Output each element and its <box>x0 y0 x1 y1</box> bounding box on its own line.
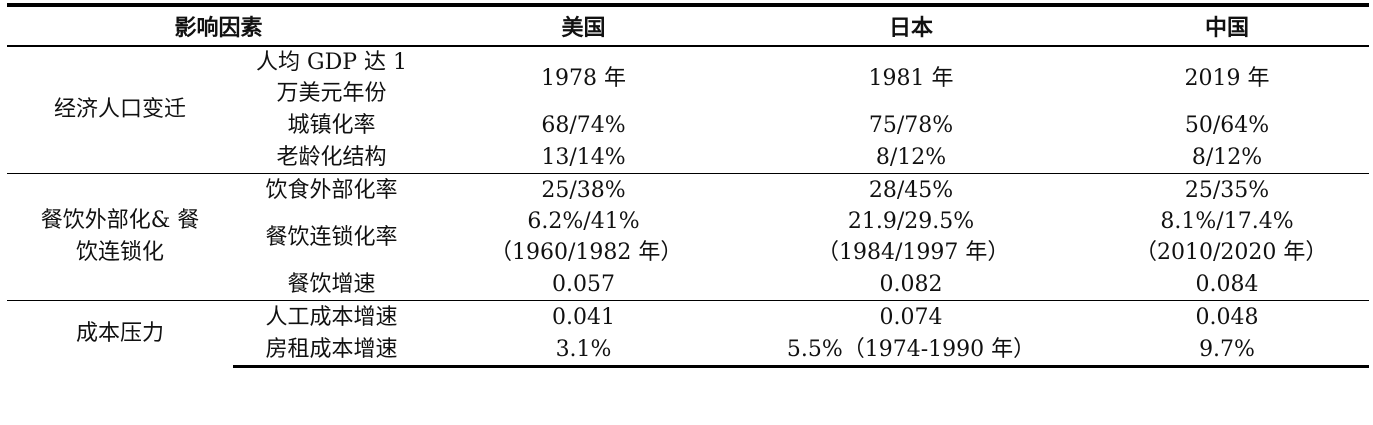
factor-cell: 人均 GDP 达 1 万美元年份 <box>256 50 407 106</box>
header-japan: 日本 <box>737 3 1086 47</box>
japan-cell: 1981 年 <box>868 65 954 91</box>
usa-cell: 6.2%/41% （1960/1982 年） <box>490 209 683 265</box>
table-row: 房租成本增速 3.1% 5.5%（1974-1990 年） 9.7% <box>7 333 1370 368</box>
header-china: 中国 <box>1085 3 1370 47</box>
table-row: 城镇化率 68/74% 75/78% 50/64% <box>7 109 1369 141</box>
usa-cell: 3.1% <box>430 333 738 368</box>
header-row: 影响因素 美国 日本 中国 <box>7 3 1370 47</box>
header-factor: 影响因素 <box>7 3 431 47</box>
china-cell: 0.048 <box>1085 300 1370 333</box>
japan-cell: 0.082 <box>879 271 943 297</box>
group-label-economy: 经济人口变迁 <box>53 97 186 122</box>
china-cell: 8.1%/17.4% （2010/2020 年） <box>1135 209 1328 265</box>
china-cell: 25/35% <box>1085 173 1370 206</box>
factor-cell: 人工成本增速 <box>233 300 431 333</box>
usa-cell: 13/14% <box>541 144 626 170</box>
table-row: 成本压力 人工成本增速 0.041 0.074 0.048 <box>7 300 1370 367</box>
usa-cell: 1978 年 <box>541 65 626 91</box>
usa-cell: 0.057 <box>552 271 615 297</box>
usa-cell: 0.041 <box>430 300 738 333</box>
china-cell: 2019 年 <box>1184 65 1270 91</box>
factor-cell: 餐饮连锁化率 <box>265 224 398 250</box>
factor-cell: 城镇化率 <box>287 112 376 138</box>
comparison-table: 影响因素 美国 日本 中国 经济人口变迁 人均 GDP 达 1 万美元年份 19… <box>7 3 1370 368</box>
china-cell: 0.084 <box>1195 271 1259 297</box>
table-row: 餐饮连锁化率 6.2%/41% （1960/1982 年） 21.9/29.5%… <box>7 206 1369 268</box>
japan-cell: 0.074 <box>737 300 1086 333</box>
china-cell: 9.7% <box>1085 333 1370 368</box>
china-cell: 8/12% <box>1191 144 1263 170</box>
japan-cell: 28/45% <box>737 173 1086 206</box>
table-row: 经济人口变迁 人均 GDP 达 1 万美元年份 1978 年 1981 年 20… <box>7 46 1369 122</box>
factor-cell: 餐饮增速 <box>287 271 376 297</box>
japan-cell: 21.9/29.5% （1984/1997 年） <box>817 209 1010 265</box>
factor-cell: 房租成本增速 <box>233 333 431 368</box>
japan-cell: 75/78% <box>868 112 954 138</box>
table-row: 老龄化结构 13/14% 8/12% 8/12% <box>7 141 1369 174</box>
japan-cell: 8/12% <box>875 144 947 170</box>
factor-cell: 老龄化结构 <box>276 144 387 170</box>
header-usa: 美国 <box>430 3 738 47</box>
table-row: 餐饮增速 0.057 0.082 0.084 <box>7 268 1369 301</box>
table-row: 餐饮外部化& 餐饮连锁化 饮食外部化率 25/38% 28/45% 25/35% <box>7 173 1370 301</box>
factor-cell: 饮食外部化率 <box>233 173 431 206</box>
usa-cell: 25/38% <box>430 173 738 206</box>
china-cell: 50/64% <box>1184 112 1270 138</box>
group-label-catering: 餐饮外部化& 餐饮连锁化 <box>7 173 233 301</box>
japan-cell: 5.5%（1974-1990 年） <box>737 333 1086 368</box>
group-label-cost: 成本压力 <box>7 300 233 367</box>
usa-cell: 68/74% <box>541 112 626 138</box>
